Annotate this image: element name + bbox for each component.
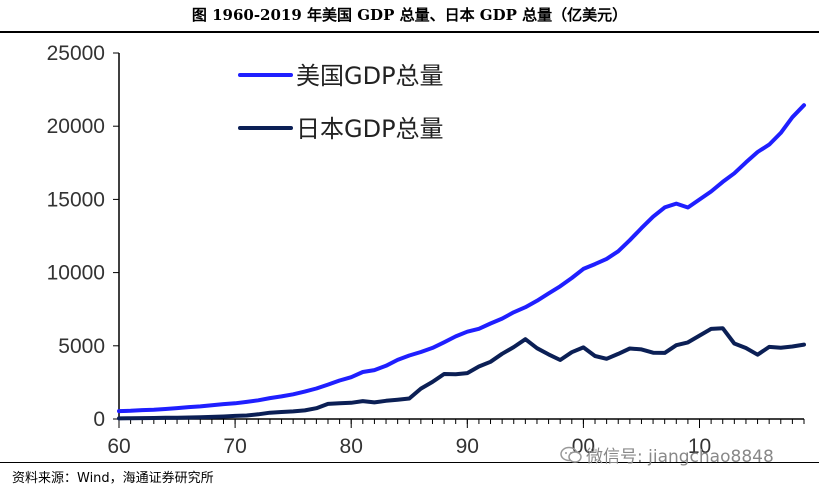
x-tick-label: 80 — [340, 435, 363, 458]
x-axis-ticks: 60 70 80 90 00 10 — [107, 419, 805, 458]
title-divider — [0, 31, 819, 33]
footer-divider — [0, 462, 819, 463]
y-tick-label: 20000 — [47, 115, 105, 138]
y-tick-label: 5000 — [58, 335, 105, 358]
y-tick-label: 25000 — [47, 42, 105, 65]
y-tick-label: 0 — [93, 408, 105, 431]
source-note: 资料来源：Wind，海通证券研究所 — [12, 471, 214, 486]
us-gdp-line — [117, 103, 806, 414]
y-tick-label: 10000 — [47, 262, 105, 285]
watermark: 微信号: jiangchao8848 — [560, 442, 774, 467]
watermark-text: 微信号: jiangchao8848 — [586, 447, 774, 467]
x-tick-label: 10 — [688, 435, 711, 458]
legend-label-japan: 日本GDP总量 — [296, 115, 444, 143]
x-tick-label: 70 — [223, 435, 246, 458]
axes — [118, 53, 804, 420]
y-axis-ticks: 0 5000 10000 15000 20000 25000 — [47, 42, 119, 431]
y-tick-label: 15000 — [47, 188, 105, 211]
legend-label-us: 美国GDP总量 — [296, 62, 444, 90]
x-tick-label: 60 — [107, 435, 130, 458]
x-tick-label: 90 — [456, 435, 479, 458]
japan-gdp-line — [117, 326, 806, 421]
wechat-icon — [560, 446, 582, 463]
chart-title: 图 1960-2019 年美国 GDP 总量、日本 GDP 总量（亿美元） — [191, 6, 628, 24]
series-lines — [117, 103, 806, 421]
